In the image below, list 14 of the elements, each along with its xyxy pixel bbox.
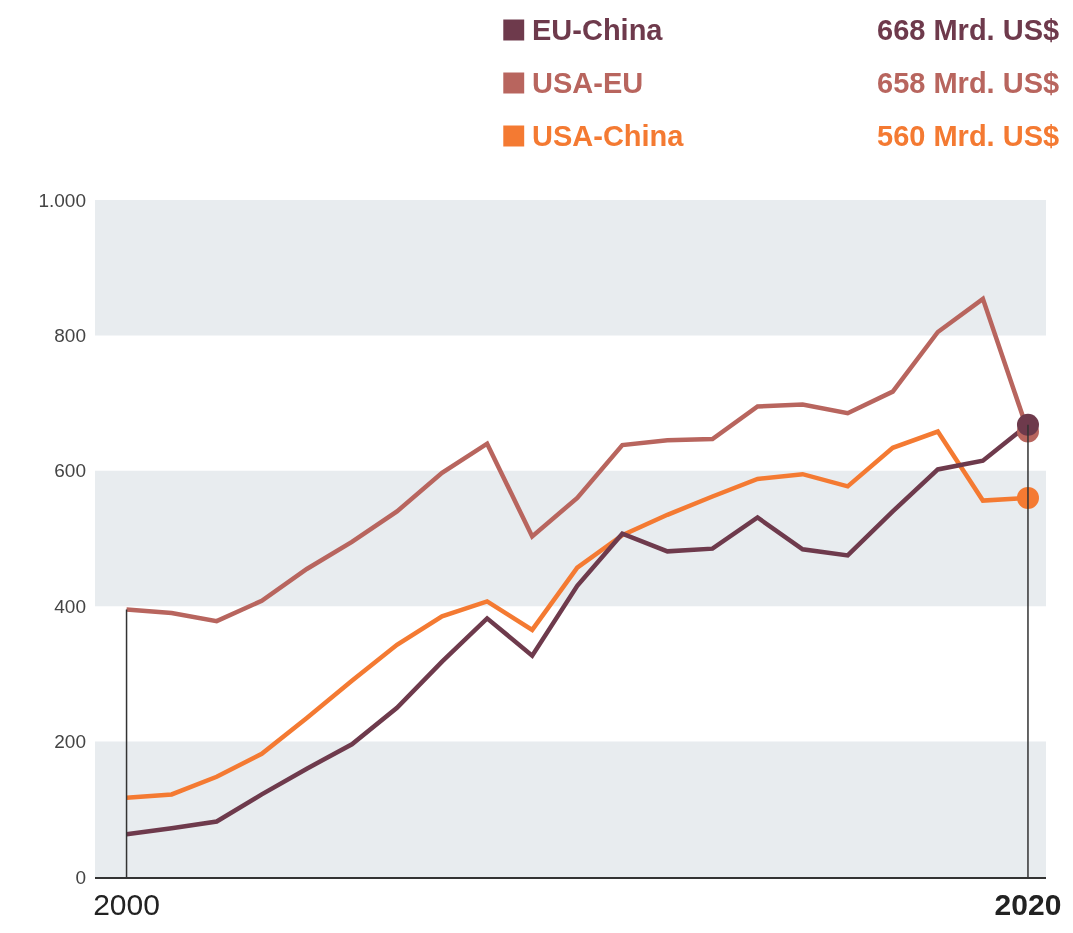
- y-tick-label: 600: [54, 460, 86, 482]
- legend-label: EU-China: [532, 14, 664, 46]
- y-tick-label: 800: [54, 325, 86, 347]
- text: 560 Mrd. US$: [877, 120, 1060, 152]
- text: 668 Mrd. US$: [877, 14, 1060, 46]
- legend-label: USA-China: [532, 120, 685, 152]
- x-tick-label: 2020: [994, 887, 1062, 921]
- text: 658 Mrd. US$: [877, 67, 1060, 99]
- y-tick-label: 400: [54, 595, 86, 617]
- y-tick-label: 1.000: [38, 189, 86, 211]
- y-tick-label: 0: [75, 866, 86, 888]
- legend-label: USA-EU: [532, 67, 644, 99]
- y-tick-label: 200: [54, 731, 86, 753]
- x-tick-label: 2000: [93, 887, 160, 921]
